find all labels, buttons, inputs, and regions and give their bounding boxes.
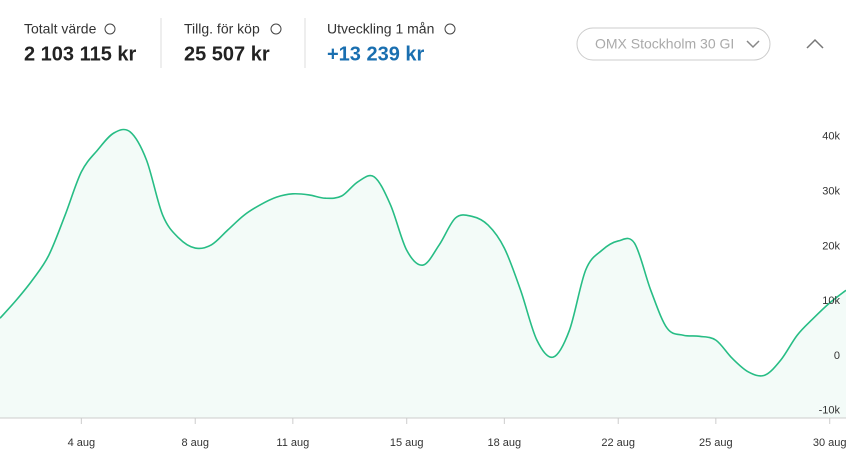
y-tick-label: 0: [834, 350, 840, 362]
dropdown-text: OMX Stockholm 30 GI: [595, 36, 734, 52]
line: [0, 128, 846, 377]
dropdown-chevron: [746, 40, 760, 49]
x-tick-label: 15 aug: [390, 437, 424, 449]
chart: -10k 0 10k 20k 30k 40k 4 aug 8 aug 11 aug 15 aug 1…: [0, 128, 846, 449]
stat-label: Totalt värde: [24, 21, 97, 37]
y-tick-label: -10k: [819, 405, 841, 417]
y-tick-label: 40k: [822, 131, 840, 143]
x-tick-label: 30 aug: [813, 437, 846, 449]
collapse-button[interactable]: [806, 38, 824, 49]
x-tick-label: 18 aug: [488, 437, 522, 449]
index-dropdown[interactable]: [576, 27, 771, 61]
x-tick-label: 25 aug: [699, 437, 733, 449]
stat-value: +13 239 kr: [327, 43, 425, 65]
info-icon[interactable]: [104, 23, 116, 35]
x-tick-label: 11 aug: [276, 437, 309, 449]
header: Totalt värde 2 103 115 kr Tillg. för köp…: [24, 18, 824, 68]
y-tick-label: 10k: [822, 295, 840, 307]
area: [0, 129, 846, 418]
info-icon[interactable]: [270, 23, 282, 35]
stat-value: 25 507 kr: [184, 43, 270, 65]
stat-label: Utveckling 1 mån: [327, 21, 434, 37]
x-tick-label: 22 aug: [601, 437, 635, 449]
stat-label: Tillg. för köp: [184, 21, 260, 37]
stat-value: 2 103 115 kr: [24, 43, 137, 65]
y-tick-label: 30k: [822, 186, 840, 198]
y-tick-label: 20k: [822, 240, 840, 252]
x-tick-label: 8 aug: [181, 437, 209, 449]
info-icon[interactable]: [444, 23, 456, 35]
x-tick-label: 4 aug: [68, 437, 96, 449]
